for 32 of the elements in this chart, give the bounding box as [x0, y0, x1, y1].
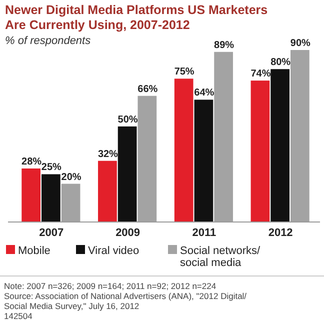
legend-label: Mobile	[18, 245, 50, 257]
legend-label: Viral video	[88, 245, 140, 257]
data-label: 75%	[174, 66, 194, 78]
data-label: 64%	[194, 88, 214, 99]
text: 142504	[4, 311, 33, 320]
data-label: 28%	[22, 156, 42, 168]
bar	[22, 168, 40, 222]
data-label: 80%	[270, 57, 291, 68]
data-label: 90%	[290, 38, 311, 49]
text: Note: 2007 n=326; 2009 n=164; 2011 n=92; 2012 n=224	[4, 281, 216, 291]
data-label: 25%	[41, 162, 62, 174]
bar	[270, 69, 290, 222]
bar	[98, 160, 117, 222]
data-label: 74%	[250, 68, 271, 80]
x-tick-label: 2007	[39, 227, 64, 239]
x-tick-label: 2012	[268, 227, 293, 239]
data-label: 20%	[61, 172, 82, 183]
chart-title: Newer Digital Media Platforms US Marketers Are Currently Using, 2007-2012	[5, 3, 268, 32]
data-label: 50%	[118, 114, 138, 126]
data-label: 89%	[214, 40, 234, 51]
legend-label: Social networks/social media	[180, 245, 262, 269]
data-label: 32%	[98, 148, 118, 160]
chart-subtitle: % of respondents	[5, 35, 92, 47]
bar	[174, 78, 194, 222]
bar	[250, 80, 270, 222]
source-note: Source: Association of National Advertisers (ANA), "2012 Digital/Social Media Survey," July 16, 2012	[4, 291, 248, 311]
x-tick-label: 2009	[116, 227, 140, 239]
bar	[118, 126, 137, 222]
bar	[42, 174, 60, 222]
bar	[194, 100, 214, 222]
x-tick-label: 2011	[192, 227, 216, 239]
data-label: 66%	[138, 84, 158, 95]
